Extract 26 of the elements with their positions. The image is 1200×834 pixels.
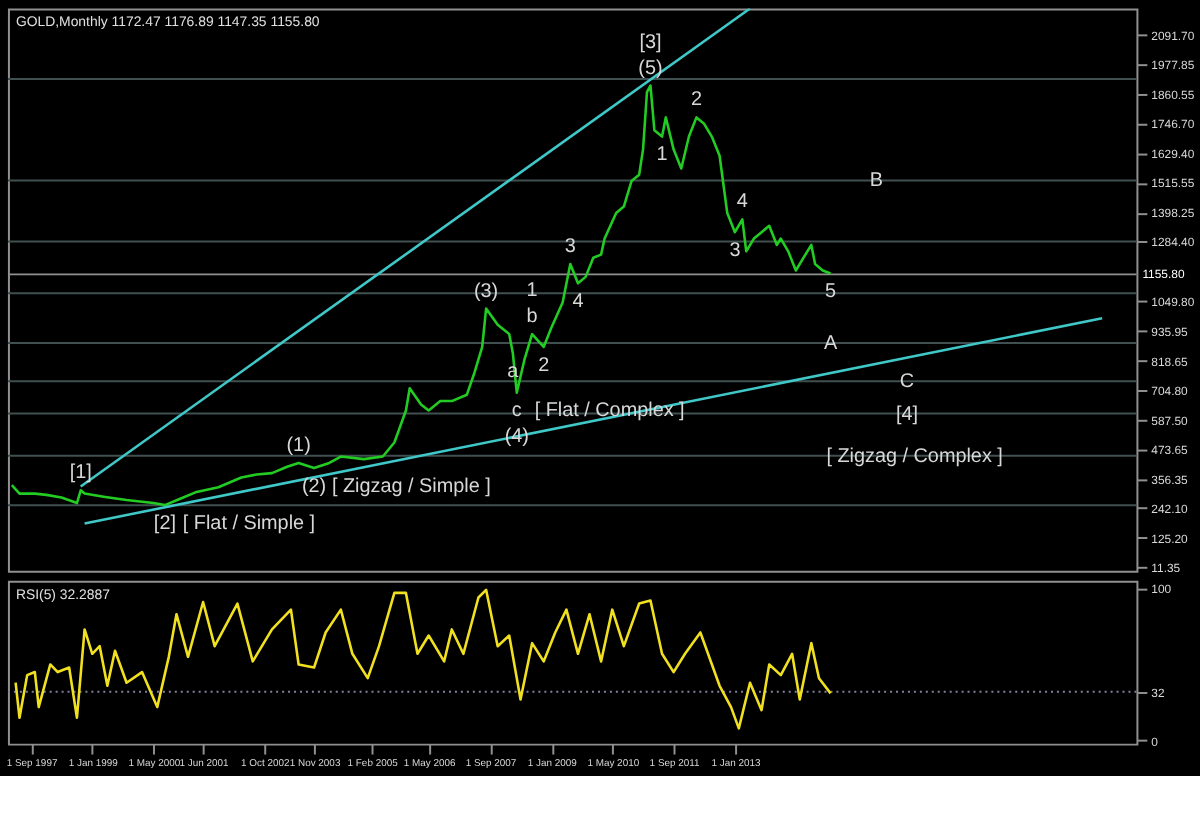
annotation: [1]: [69, 462, 93, 485]
annotation: A: [823, 333, 838, 356]
annotation: [4]: [895, 403, 919, 426]
annotation: [ Zigzag / Simple ]: [331, 475, 492, 498]
annotation: 5: [825, 281, 838, 304]
annotation: 2: [690, 89, 703, 112]
line-series: [14, 588, 832, 730]
annotation: [3]: [639, 31, 662, 54]
annotation: (5): [638, 57, 663, 80]
annotation: 2: [538, 354, 551, 377]
annotation: (2): [301, 475, 327, 498]
annotation: b: [526, 306, 539, 329]
annotation: [2]: [153, 512, 177, 535]
annotation: [ Zigzag / Complex ]: [826, 445, 1004, 468]
annotation: C: [899, 371, 915, 394]
annotation: 4: [736, 191, 749, 214]
annotation: 3: [729, 239, 742, 262]
annotation: [ Flat / Simple ]: [182, 512, 316, 535]
annotation: B: [869, 170, 884, 193]
annotation: 4: [572, 291, 585, 314]
annotation: c: [511, 400, 522, 423]
annotation: 1: [656, 144, 669, 167]
annotation: 3: [564, 236, 577, 259]
annotation: (3): [473, 280, 499, 303]
annotation: 1: [526, 280, 539, 303]
annotation: (1): [286, 435, 311, 458]
